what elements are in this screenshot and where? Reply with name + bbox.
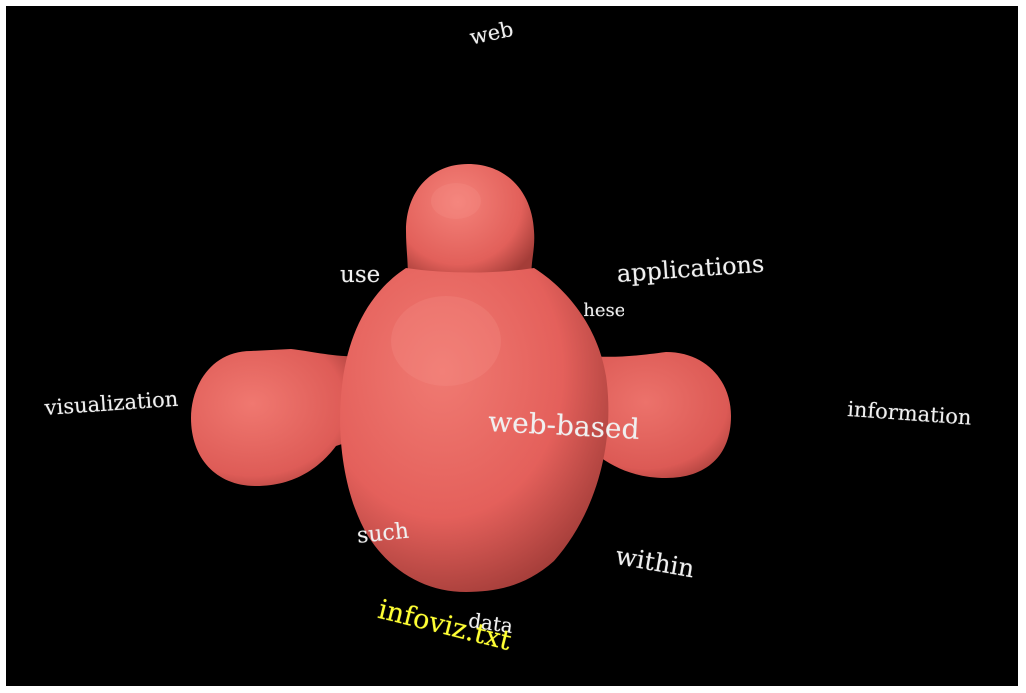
word-these: these <box>584 302 624 321</box>
blob-left-lobe <box>191 349 366 486</box>
word-such-clip: such <box>352 522 412 556</box>
viewport-3d[interactable]: web use applications these visualization… <box>6 6 1018 686</box>
blob-shape[interactable] <box>6 6 1018 686</box>
blob-right-lobe <box>576 352 731 478</box>
blob-body <box>340 268 609 592</box>
word-these-clip: these <box>584 302 624 326</box>
word-web-based: web-based <box>487 405 641 446</box>
word-use: use <box>340 262 381 288</box>
word-such: such <box>355 522 411 549</box>
blob-top-lobe <box>406 164 536 291</box>
